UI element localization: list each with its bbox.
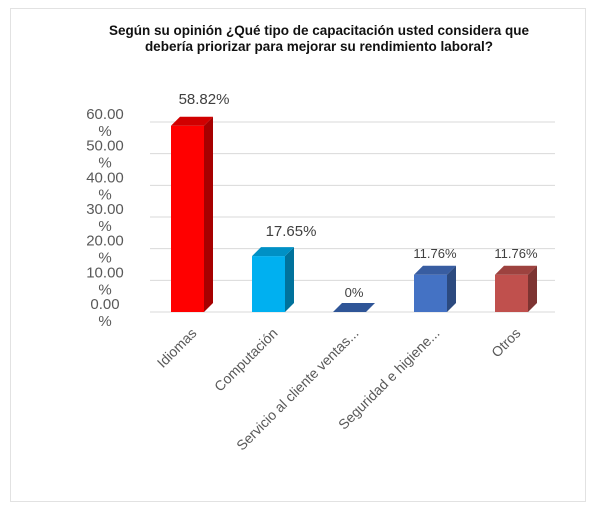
- chart-title-line-1: Según su opinión ¿Qué tipo de capacitaci…: [108, 23, 530, 38]
- x-tick-label: Computación: [211, 325, 281, 395]
- bar-5: [495, 265, 537, 312]
- y-tick-label: 20.00%: [86, 233, 124, 267]
- chart-title-line-2: debería priorizar para mejorar su rendim…: [144, 39, 494, 54]
- y-tick-label: 50.00%: [86, 138, 124, 172]
- data-label-1: 58.82%: [179, 91, 230, 108]
- y-tick-label: 60.00%: [86, 106, 124, 140]
- bar-2: [252, 247, 294, 312]
- bars: [171, 116, 537, 312]
- y-tick-label: 30.00%: [86, 201, 124, 235]
- gridlines: [150, 121, 555, 313]
- bar-3: [333, 303, 375, 312]
- data-label-4: 11.76%: [413, 246, 457, 261]
- y-tick-label: 0.00%: [90, 296, 119, 330]
- y-axis: 60.00 %50.00 %40.00 %30.00 %20.00 %10.00 %0.00…: [86, 106, 124, 330]
- chart-title: Según su opinión ¿Qué tipo de capacitaci…: [51, 23, 587, 55]
- data-label-3: 0%: [345, 285, 364, 300]
- bar-4: [414, 265, 456, 312]
- y-tick-label: 10.00%: [86, 264, 124, 298]
- data-label-5: 11.76%: [494, 246, 538, 261]
- x-tick-label: Otros: [488, 325, 524, 361]
- bar-1: [171, 116, 213, 312]
- x-tick-label: Idiomas: [154, 325, 200, 371]
- data-labels: 58.82% 17.65% 0% 11.76% 11.76%: [179, 91, 538, 300]
- y-tick-label: 40.00%: [86, 169, 124, 203]
- chart-frame: Según su opinión ¿Qué tipo de capacitaci…: [10, 8, 586, 502]
- data-label-2: 17.65%: [266, 223, 317, 240]
